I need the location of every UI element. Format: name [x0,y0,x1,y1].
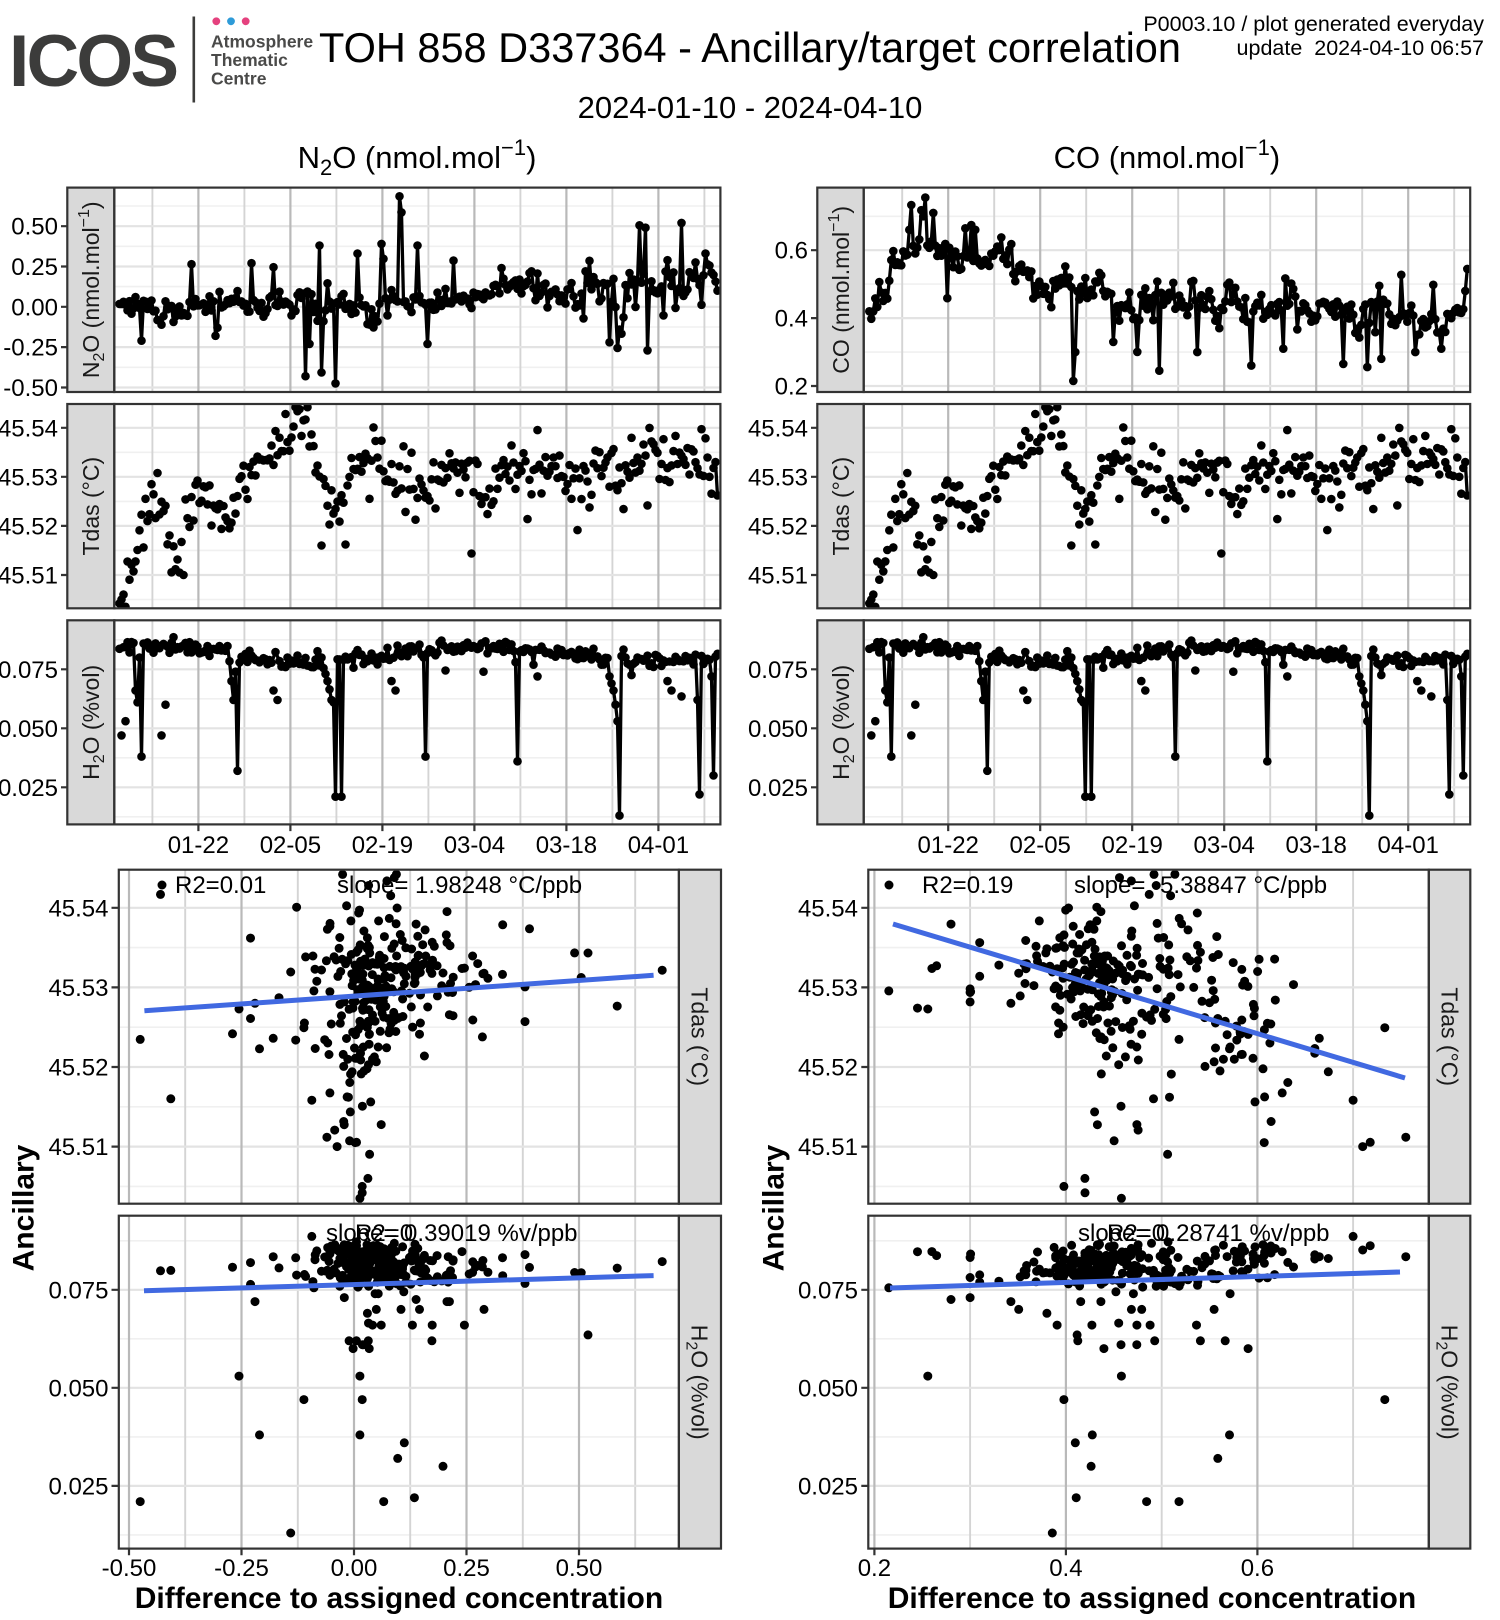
svg-text:slope= 0.39019 %v/ppb: slope= 0.39019 %v/ppb [326,1220,578,1247]
svg-text:0.075: 0.075 [798,1277,858,1304]
svg-text:0.2: 0.2 [858,1555,891,1582]
svg-text:04-01: 04-01 [628,832,689,859]
svg-text:0.050: 0.050 [748,716,808,743]
svg-text:0.050: 0.050 [48,1375,108,1402]
svg-text:Tdas (°C): Tdas (°C) [1436,987,1462,1086]
svg-text:45.52: 45.52 [0,513,58,540]
svg-text:45.52: 45.52 [798,1055,858,1082]
svg-text:ICOS: ICOS [9,21,176,102]
svg-text:Difference to assigned concent: Difference to assigned concentration [888,1582,1416,1615]
svg-text:0.050: 0.050 [798,1375,858,1402]
svg-text:03-18: 03-18 [536,832,597,859]
svg-text:Tdas (°C): Tdas (°C) [687,987,713,1086]
svg-text:-0.25: -0.25 [214,1555,269,1582]
svg-text:R2=0.19: R2=0.19 [922,872,1013,899]
svg-text:R2=0: R2=0 [1107,1220,1165,1247]
svg-text:N2O (nmol.mol−1): N2O (nmol.mol−1) [76,201,108,378]
svg-text:45.53: 45.53 [798,975,858,1002]
svg-text:Atmosphere: Atmosphere [211,32,313,52]
svg-text:01-22: 01-22 [168,832,229,859]
svg-text:45.53: 45.53 [48,975,108,1002]
svg-text:0.50: 0.50 [556,1555,603,1582]
svg-text:0.025: 0.025 [48,1473,108,1500]
svg-text:Ancillary: Ancillary [757,1144,790,1271]
svg-text:R2=0: R2=0 [355,1220,413,1247]
svg-text:Difference to assigned concent: Difference to assigned concentration [135,1582,663,1615]
svg-text:CO (nmol.mol−1): CO (nmol.mol−1) [826,206,854,374]
svg-text:45.54: 45.54 [748,415,808,442]
svg-text:slope= 0.28741 %v/ppb: slope= 0.28741 %v/ppb [1078,1220,1330,1247]
svg-text:0.2: 0.2 [775,374,808,401]
svg-text:45.54: 45.54 [48,895,108,922]
svg-text:Tdas (°C): Tdas (°C) [78,457,104,556]
svg-text:45.51: 45.51 [48,1134,108,1161]
svg-text:Tdas (°C): Tdas (°C) [828,457,854,556]
svg-text:-0.50: -0.50 [3,375,58,402]
svg-text:TOH 858 D337364 - Ancillary/ta: TOH 858 D337364 - Ancillary/target corre… [319,24,1181,71]
svg-text:0.00: 0.00 [331,1555,378,1582]
svg-text:P0003.10 / plot generated ever: P0003.10 / plot generated everyday [1143,12,1484,36]
svg-text:03-04: 03-04 [444,832,505,859]
svg-text:45.51: 45.51 [0,563,58,590]
svg-text:slope= -5.38847 °C/ppb: slope= -5.38847 °C/ppb [1074,872,1327,899]
svg-text:-0.25: -0.25 [3,335,58,362]
svg-text:Ancillary: Ancillary [8,1144,41,1271]
svg-text:CO (nmol.mol−1): CO (nmol.mol−1) [1054,135,1281,175]
svg-text:0.075: 0.075 [48,1277,108,1304]
svg-text:45.51: 45.51 [798,1134,858,1161]
svg-text:0.075: 0.075 [0,657,58,684]
svg-text:H2O (%vol): H2O (%vol) [1432,1325,1462,1440]
svg-text:0.025: 0.025 [748,775,808,802]
svg-text:02-05: 02-05 [260,832,321,859]
svg-text:2024-01-10 - 2024-04-10: 2024-01-10 - 2024-04-10 [578,90,923,125]
svg-text:0.00: 0.00 [11,294,58,321]
svg-text:45.52: 45.52 [748,513,808,540]
svg-text:0.025: 0.025 [0,775,58,802]
svg-text:N2O (nmol.mol−1): N2O (nmol.mol−1) [298,135,537,180]
svg-text:45.51: 45.51 [748,563,808,590]
svg-text:02-19: 02-19 [352,832,413,859]
svg-text:45.52: 45.52 [48,1055,108,1082]
svg-text:02-19: 02-19 [1102,832,1163,859]
svg-text:45.54: 45.54 [798,895,858,922]
svg-text:Centre: Centre [211,69,267,89]
svg-text:update 2024-04-10 06:57: update 2024-04-10 06:57 [1237,36,1484,60]
svg-text:45.54: 45.54 [0,415,58,442]
svg-text:-0.50: -0.50 [102,1555,157,1582]
svg-text:0.4: 0.4 [775,306,808,333]
svg-text:0.050: 0.050 [0,716,58,743]
svg-text:0.6: 0.6 [1241,1555,1274,1582]
svg-text:Thematic: Thematic [211,50,288,70]
svg-text:45.53: 45.53 [748,464,808,491]
svg-text:01-22: 01-22 [918,832,979,859]
svg-text:04-01: 04-01 [1378,832,1439,859]
svg-text:0.4: 0.4 [1049,1555,1082,1582]
svg-text:0.6: 0.6 [775,238,808,265]
svg-text:0.075: 0.075 [748,657,808,684]
svg-text:03-04: 03-04 [1194,832,1255,859]
svg-text:0.25: 0.25 [11,254,58,281]
svg-text:0.25: 0.25 [443,1555,490,1582]
svg-text:03-18: 03-18 [1286,832,1347,859]
svg-text:02-05: 02-05 [1010,832,1071,859]
svg-text:0.50: 0.50 [11,214,58,241]
svg-text:R2=0.01: R2=0.01 [175,872,266,899]
svg-text:45.53: 45.53 [0,464,58,491]
svg-text:slope= 1.98248 °C/ppb: slope= 1.98248 °C/ppb [337,872,582,899]
svg-text:0.025: 0.025 [798,1473,858,1500]
